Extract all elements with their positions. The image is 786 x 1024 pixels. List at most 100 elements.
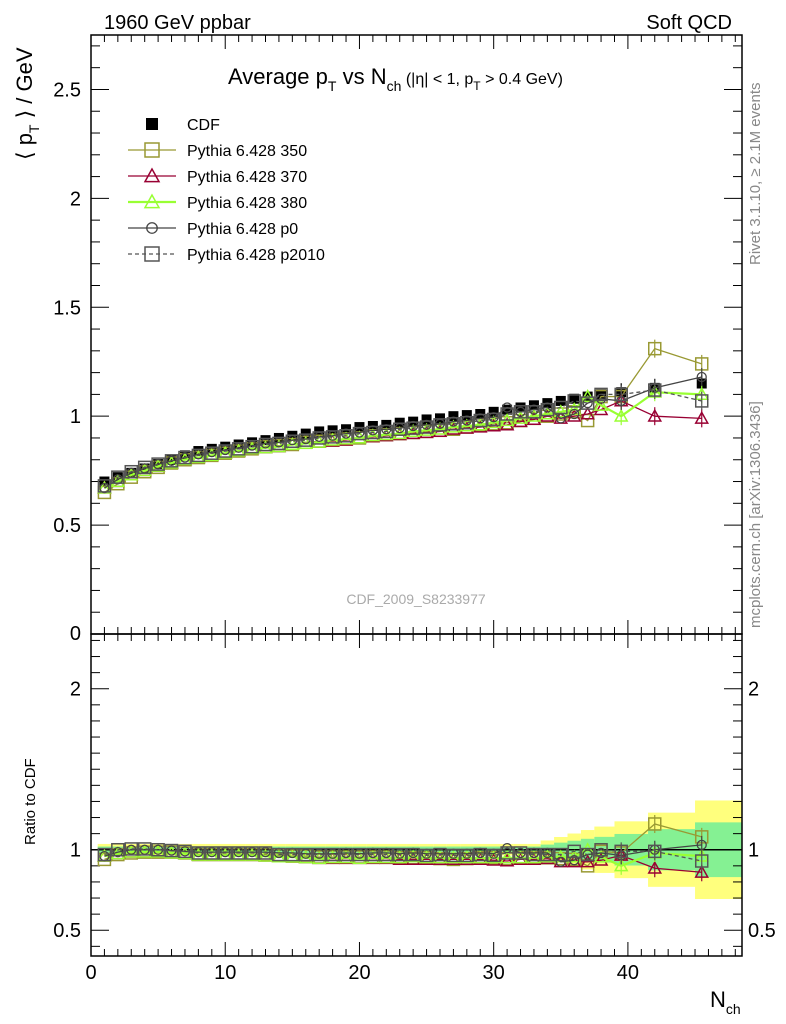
main-series-4 — [99, 367, 707, 494]
y-tick-label: 2 — [70, 188, 81, 210]
main-point — [311, 434, 327, 448]
y-tick-label: 1 — [70, 840, 81, 862]
x-tick-label: 20 — [348, 962, 370, 984]
y-tick-label-right: 0.5 — [748, 920, 776, 942]
ratio-point — [527, 847, 541, 862]
legend-point — [144, 246, 160, 262]
ratio-point — [486, 848, 501, 863]
main-point — [582, 397, 593, 409]
legend-point — [144, 142, 160, 158]
ratio-point — [613, 858, 629, 872]
analysis-watermark: CDF_2009_S8233977 — [346, 591, 486, 607]
ratio-point — [500, 846, 514, 860]
main-point — [152, 458, 164, 470]
main-point — [526, 408, 542, 422]
main-point — [459, 420, 475, 434]
legend-entry-1: Pythia 6.428 350 — [128, 142, 307, 160]
main-point — [694, 394, 709, 408]
ratio-point — [567, 852, 581, 867]
ratio-point — [594, 842, 608, 857]
main-point — [339, 429, 353, 443]
main-point — [580, 389, 595, 403]
main-point — [554, 400, 568, 415]
ratio-point — [555, 856, 566, 867]
legend-entry-0: CDF — [146, 117, 220, 134]
ratio-point — [124, 842, 139, 856]
ratio-series-line — [104, 848, 702, 862]
x-tick-label: 0 — [85, 962, 96, 984]
ratio-point — [204, 847, 220, 861]
main-point — [179, 452, 191, 463]
main-point — [614, 387, 628, 402]
ratio-point — [419, 848, 434, 863]
main-point — [164, 454, 179, 468]
main-point — [613, 408, 629, 422]
x-axis-label: Nch — [710, 987, 741, 1017]
main-point — [486, 412, 501, 427]
y-tick-label: 2 — [70, 679, 81, 701]
legend-entry-2: Pythia 6.428 370 — [128, 167, 307, 186]
main-point — [553, 404, 569, 418]
main-point — [513, 414, 528, 428]
legend-entry-5: Pythia 6.428 p2010 — [128, 246, 325, 264]
main-point — [205, 446, 219, 460]
ratio-point — [392, 847, 407, 862]
ratio-point — [111, 842, 125, 857]
legend-point — [143, 167, 161, 183]
legend-label: Pythia 6.428 370 — [187, 169, 307, 186]
main-point — [648, 383, 662, 397]
legend-point — [146, 118, 158, 130]
main-point — [405, 423, 421, 437]
main-point — [379, 424, 394, 439]
main-series-5 — [97, 381, 709, 493]
main-point — [499, 417, 515, 431]
main-point — [177, 452, 193, 466]
ratio-point — [339, 847, 353, 862]
main-point — [299, 433, 313, 447]
ratio-point — [245, 846, 259, 860]
main-series-line — [104, 400, 702, 489]
ratio-point — [379, 850, 394, 864]
main-point — [392, 426, 407, 440]
main-point — [352, 426, 367, 441]
rivet-label: Rivet 3.1.10, ≥ 2.1M events — [747, 83, 764, 266]
main-point — [366, 425, 380, 440]
main-point — [151, 457, 165, 471]
main-point — [648, 341, 662, 356]
main-point — [179, 450, 190, 461]
ratio-point — [191, 847, 206, 861]
main-point — [502, 404, 513, 415]
y-axis-label: ⟨ pT ⟩ / GeV — [12, 47, 42, 160]
y-tick-label: 0 — [70, 623, 81, 645]
ratio-point — [694, 864, 710, 878]
main-point — [406, 421, 420, 435]
main-point — [325, 430, 340, 444]
main-point — [500, 407, 514, 421]
main-point — [218, 444, 232, 458]
main-point — [338, 431, 354, 445]
legend-label: Pythia 6.428 350 — [187, 143, 307, 160]
ratio-point — [123, 844, 139, 858]
ratio-point — [366, 847, 380, 862]
legend-label: Pythia 6.428 p0 — [187, 221, 298, 238]
main-point — [164, 455, 179, 469]
main-point — [567, 394, 581, 408]
ratio-point — [365, 850, 381, 864]
main-point — [166, 455, 177, 466]
ratio-point — [137, 844, 152, 858]
ratio-point — [569, 855, 580, 866]
main-panel: 0.5 1 1.5 2 2.5 0 — [53, 34, 743, 645]
main-point — [580, 406, 595, 420]
main-point — [460, 415, 474, 430]
ratio-point — [379, 847, 394, 862]
ratio-point — [97, 847, 112, 862]
ratio-point — [473, 847, 488, 862]
ratio-point — [405, 851, 421, 865]
category-label: Soft QCD — [646, 12, 732, 34]
ratio-point — [446, 848, 461, 863]
main-point — [137, 460, 152, 475]
ratio-point — [285, 847, 300, 862]
main-point — [647, 408, 663, 422]
main-point — [567, 405, 581, 419]
ratio-point — [164, 845, 179, 859]
